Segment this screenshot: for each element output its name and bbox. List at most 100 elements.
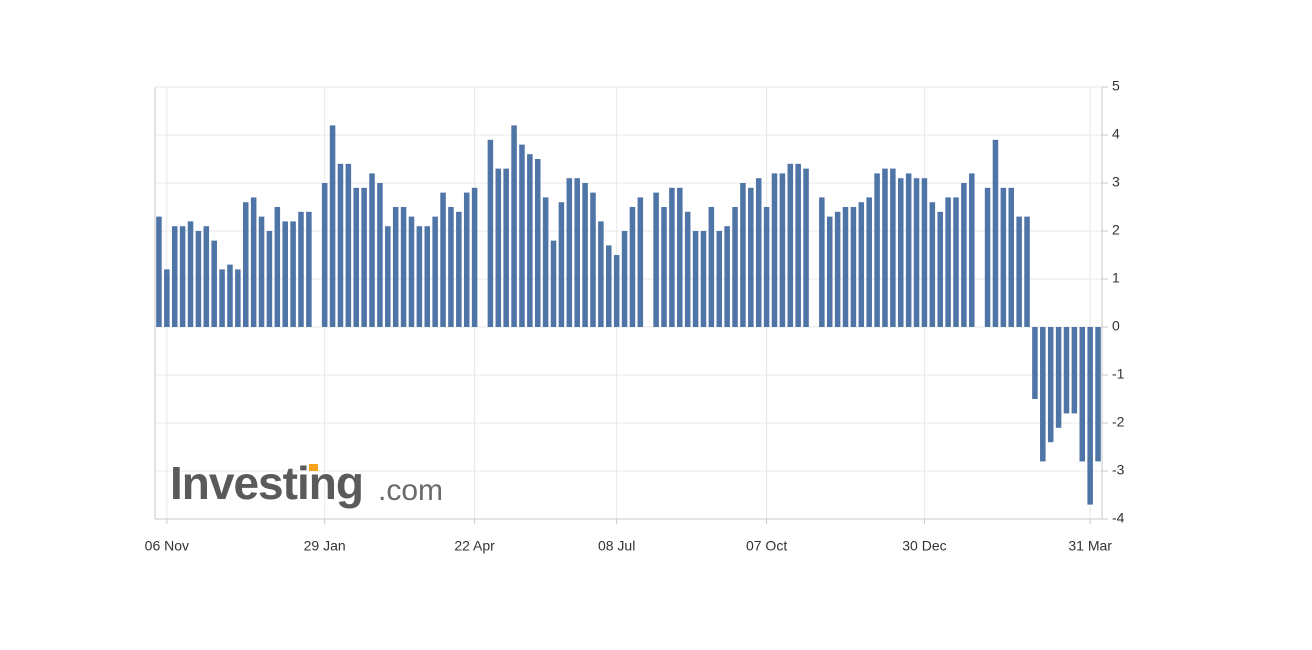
x-tick-label: 08 Jul bbox=[598, 538, 635, 554]
bar bbox=[621, 231, 628, 327]
bar bbox=[534, 159, 541, 327]
bar bbox=[400, 207, 407, 327]
bar bbox=[408, 216, 415, 327]
bar bbox=[677, 187, 683, 327]
bar bbox=[992, 139, 999, 327]
bar bbox=[511, 125, 517, 328]
x-tick-label: 31 Mar bbox=[1068, 538, 1112, 554]
bar bbox=[724, 226, 730, 327]
bar bbox=[242, 202, 249, 327]
bar bbox=[519, 144, 525, 327]
bar bbox=[1016, 216, 1022, 327]
bar bbox=[550, 240, 557, 327]
bar bbox=[377, 183, 383, 327]
bar bbox=[503, 168, 509, 327]
bar bbox=[542, 197, 549, 327]
bar bbox=[755, 178, 762, 327]
bar bbox=[882, 168, 888, 327]
bar bbox=[235, 269, 241, 327]
bar bbox=[574, 178, 580, 327]
x-tick-label: 06 Nov bbox=[145, 538, 189, 554]
bar bbox=[361, 187, 367, 327]
bar bbox=[826, 216, 833, 327]
bar bbox=[369, 173, 375, 327]
bar bbox=[345, 163, 352, 327]
bar bbox=[898, 178, 904, 327]
bar bbox=[984, 187, 991, 327]
bar bbox=[1095, 327, 1101, 462]
x-tick-label: 30 Dec bbox=[902, 538, 946, 554]
bar bbox=[913, 178, 920, 327]
bar bbox=[874, 173, 880, 327]
bar bbox=[487, 139, 494, 327]
bar bbox=[1071, 327, 1078, 414]
bar bbox=[629, 207, 636, 327]
bar bbox=[1024, 216, 1030, 327]
bar bbox=[456, 211, 462, 327]
x-tick-label: 29 Jan bbox=[304, 538, 346, 554]
bar bbox=[834, 211, 841, 327]
bar bbox=[558, 202, 565, 327]
bar bbox=[250, 197, 257, 327]
bar bbox=[566, 178, 573, 327]
bar bbox=[1008, 187, 1015, 327]
bar bbox=[471, 187, 478, 327]
bar bbox=[771, 173, 778, 327]
x-tick-label: 22 Apr bbox=[454, 538, 495, 554]
bar bbox=[306, 211, 312, 327]
bar bbox=[708, 207, 715, 327]
bar bbox=[961, 183, 967, 327]
bar bbox=[298, 211, 304, 327]
bar bbox=[227, 264, 233, 327]
bar bbox=[803, 168, 809, 327]
bar bbox=[692, 231, 699, 327]
y-tick-label: 5 bbox=[1112, 78, 1120, 94]
bar bbox=[392, 207, 399, 327]
bar bbox=[329, 125, 336, 328]
bar bbox=[850, 207, 857, 327]
bar bbox=[905, 173, 912, 327]
bar bbox=[969, 173, 975, 327]
bar bbox=[1079, 327, 1086, 462]
bar bbox=[179, 226, 186, 327]
bar bbox=[187, 221, 194, 327]
bar bbox=[1000, 187, 1007, 327]
bar bbox=[1055, 327, 1062, 428]
bar bbox=[156, 216, 162, 327]
logo-suffix: .com bbox=[378, 474, 443, 507]
bar bbox=[266, 231, 273, 327]
bar bbox=[748, 187, 754, 327]
bar bbox=[527, 154, 533, 327]
bar bbox=[1040, 327, 1046, 462]
bar bbox=[195, 231, 202, 327]
bar bbox=[598, 221, 604, 327]
y-tick-label: 0 bbox=[1112, 318, 1120, 334]
bar bbox=[732, 207, 738, 327]
y-tick-label: 1 bbox=[1112, 270, 1120, 286]
bar bbox=[582, 183, 588, 327]
bar bbox=[740, 183, 746, 327]
bar bbox=[669, 187, 675, 327]
x-tick-label: 07 Oct bbox=[746, 538, 787, 554]
bar bbox=[842, 207, 849, 327]
y-tick-label: 2 bbox=[1112, 222, 1120, 238]
bar bbox=[590, 192, 596, 327]
bar bbox=[416, 226, 423, 327]
y-tick-label: 4 bbox=[1112, 126, 1120, 142]
bar bbox=[763, 207, 770, 327]
bar bbox=[219, 269, 225, 327]
logo-name: Investing bbox=[170, 457, 363, 509]
bar bbox=[448, 207, 454, 327]
y-tick-label: -2 bbox=[1112, 414, 1125, 430]
bar bbox=[495, 168, 502, 327]
bar bbox=[290, 221, 296, 327]
bar bbox=[424, 226, 431, 327]
bar bbox=[700, 231, 707, 327]
bar bbox=[937, 211, 943, 327]
logo-dot bbox=[309, 464, 318, 471]
bar bbox=[945, 197, 951, 327]
bar bbox=[440, 192, 446, 327]
bar bbox=[637, 197, 644, 327]
